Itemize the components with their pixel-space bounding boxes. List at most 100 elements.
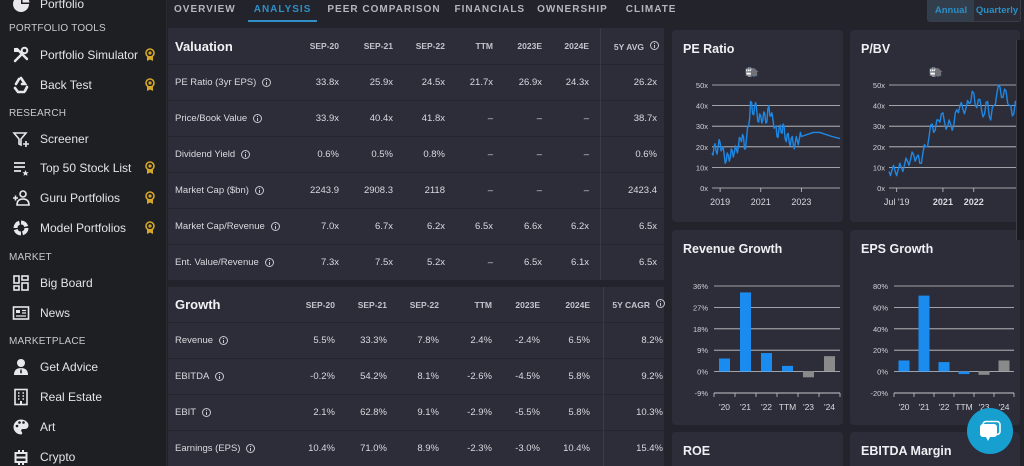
bar xyxy=(918,295,930,372)
bar xyxy=(978,371,990,375)
table-cell: 7.8% xyxy=(417,335,439,346)
x-tick-label: '23 xyxy=(803,402,814,412)
table-cell: 9.2% xyxy=(641,371,663,382)
sidebar-item-real-estate[interactable]: Real Estate xyxy=(0,383,166,411)
table-cell: 0.6% xyxy=(317,149,339,160)
quarterly-toggle-button[interactable]: Quarterly xyxy=(974,0,1020,21)
sidebar-item-get-advice[interactable]: Get Advice xyxy=(0,353,166,381)
info-icon[interactable] xyxy=(270,222,280,231)
sidebar-item-crypto[interactable]: Crypto xyxy=(0,443,166,466)
building-icon xyxy=(11,387,31,407)
table-cell: 10.3% xyxy=(636,407,663,418)
pe-ratio-chart: 0x 10x 20x 30x 40x 50x 2019 2021 2023 xyxy=(696,81,841,207)
scrollbar[interactable] xyxy=(1016,40,1024,240)
info-icon[interactable] xyxy=(650,40,659,50)
tab-financials[interactable]: FINANCIALS xyxy=(454,4,526,15)
table-row: Dividend Yield 0.6% 0.5% 0.8% – – – 0.6% xyxy=(168,136,664,172)
premium-badge-icon xyxy=(145,78,155,91)
tab-overview[interactable]: OVERVIEW xyxy=(174,4,236,15)
y-tick-label: 50x xyxy=(873,81,885,90)
section-portfolio-tools: PORTFOLIO TOOLS xyxy=(9,23,106,34)
table-cell: 33.8x xyxy=(315,77,339,88)
tab-ownership[interactable]: OWNERSHIP xyxy=(537,4,608,15)
sidebar-item-big-board[interactable]: Big Board xyxy=(0,269,166,297)
column-header: 5Y CAGR xyxy=(603,299,665,310)
sidebar-item-back-test[interactable]: Back Test xyxy=(0,71,166,99)
tab-analysis[interactable]: ANALYSIS xyxy=(247,0,318,22)
table-cell: 5.5% xyxy=(313,335,335,346)
row-label: PE Ratio (3yr EPS) xyxy=(175,77,272,88)
info-icon[interactable] xyxy=(202,408,212,417)
info-icon[interactable] xyxy=(241,150,251,159)
tab-peer-comparison[interactable]: PEER COMPARISON xyxy=(327,4,441,15)
y-tick-label: 27% xyxy=(693,303,708,312)
x-tick-label: 2023 xyxy=(791,197,811,207)
table-cell: 15.4% xyxy=(636,443,663,454)
row-label: Ent. Value/Revenue xyxy=(175,257,274,268)
tab-climate[interactable]: CLIMATE xyxy=(625,4,677,15)
info-icon[interactable] xyxy=(215,372,225,381)
recycle-icon xyxy=(11,75,31,95)
column-header: SEP-21 xyxy=(337,300,387,310)
table-cell: 6.6x xyxy=(524,221,542,232)
table-cell: – xyxy=(583,149,589,160)
table-cell: 8.2% xyxy=(641,335,663,346)
column-header: SEP-20 xyxy=(285,300,335,310)
info-icon[interactable] xyxy=(219,336,229,345)
table-cell: 5.8% xyxy=(568,407,590,418)
sidebar-item-label: Portfolio Simulator xyxy=(40,48,139,62)
column-header: TTM xyxy=(443,41,493,51)
bar xyxy=(938,362,950,372)
chat-button[interactable] xyxy=(967,408,1013,454)
table-cell: 21.7x xyxy=(469,77,493,88)
table-cell: 24.5x xyxy=(421,77,445,88)
y-tick-label: 0x xyxy=(700,184,708,193)
sidebar-item-portfolio-simulator[interactable]: Portfolio Simulator xyxy=(0,41,166,69)
column-header-label: SEP-20 xyxy=(305,299,335,310)
sidebar-item-news[interactable]: News xyxy=(0,299,166,327)
x-tick-label: TTM xyxy=(779,402,796,412)
premium-badge-icon xyxy=(145,191,155,204)
bar xyxy=(998,360,1010,372)
table-cell: 5.8% xyxy=(568,371,590,382)
row-label: Market Cap ($bn) xyxy=(175,185,264,196)
info-icon[interactable] xyxy=(254,186,264,195)
menu-icon[interactable] xyxy=(929,67,939,77)
sidebar-item-portfolio[interactable]: Portfolio xyxy=(0,0,166,18)
sidebar-item-screener[interactable]: Screener xyxy=(0,125,166,153)
column-header-label: 5Y AVG xyxy=(613,41,644,52)
x-tick-label: TTM xyxy=(955,402,972,412)
bar xyxy=(782,365,793,372)
table-cell: 26.9x xyxy=(518,77,542,88)
table-cell: 54.2% xyxy=(360,371,387,382)
info-icon[interactable] xyxy=(264,258,274,267)
y-tick-label: 20x xyxy=(696,143,708,152)
info-icon[interactable] xyxy=(246,444,256,453)
sidebar-item-label: News xyxy=(40,306,71,320)
table-cell: 25.9x xyxy=(369,77,393,88)
table-cell: 0.5% xyxy=(371,149,393,160)
table-cell: 41.8x xyxy=(421,113,445,124)
table-cell: 7.0x xyxy=(321,221,339,232)
menu-icon[interactable] xyxy=(745,67,755,77)
eps-growth-chart: -20% 0% 20% 40% 60% 80% '20 '21 '22 TTM '23 '24 xyxy=(870,282,1015,412)
panel-title: PE Ratio xyxy=(683,42,735,56)
sidebar-item-guru-portfolios[interactable]: Guru Portfolios xyxy=(0,184,166,212)
table-cell: 2243.9 xyxy=(309,185,339,196)
table-cell: 9.1% xyxy=(417,407,439,418)
info-icon[interactable] xyxy=(253,114,263,123)
sidebar-item-top-50-stock-list[interactable]: Top 50 Stock List xyxy=(0,154,166,182)
column-header: 2023E xyxy=(492,41,542,51)
table-cell: 2423.4 xyxy=(627,185,657,196)
bar xyxy=(898,360,910,372)
sidebar-item-art[interactable]: Art xyxy=(0,413,166,441)
table-row: Price/Book Value 33.9x 40.4x 41.8x – – – 38.7x xyxy=(168,100,664,136)
sidebar-item-model-portfolios[interactable]: Model Portfolios xyxy=(0,214,166,242)
annual-toggle-button[interactable]: Annual xyxy=(928,0,974,21)
info-icon[interactable] xyxy=(656,299,665,308)
sidebar-item-label: Guru Portfolios xyxy=(40,191,121,205)
row-label-text: PE Ratio (3yr EPS) xyxy=(175,77,257,88)
sidebar-item-label: Art xyxy=(40,420,56,434)
info-icon[interactable] xyxy=(262,78,272,87)
table-row: PE Ratio (3yr EPS) 33.8x 25.9x 24.5x 21.7x 26… xyxy=(168,64,664,100)
